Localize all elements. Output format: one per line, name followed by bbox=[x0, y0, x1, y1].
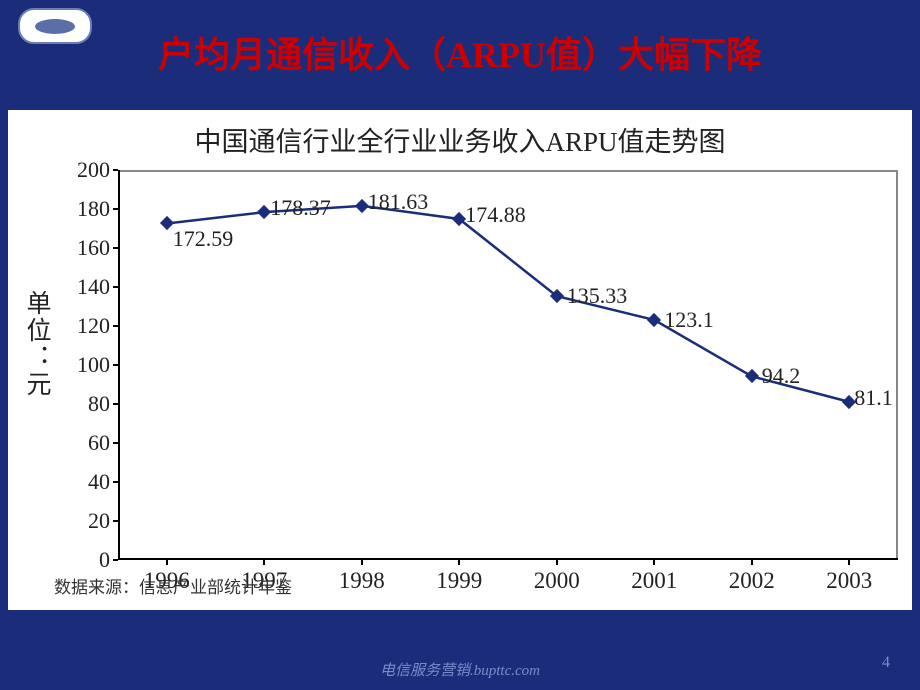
x-tick-label: 2000 bbox=[534, 560, 580, 594]
chart-container: 中国通信行业全行业业务收入ARPU值走势图 单位：元 0204060801001… bbox=[8, 110, 912, 610]
y-axis-label: 单位：元 bbox=[18, 290, 54, 398]
data-label: 174.88 bbox=[465, 202, 526, 228]
data-label: 81.1 bbox=[854, 385, 893, 411]
y-tick-mark bbox=[113, 247, 118, 249]
plot-area: 0204060801001201401601802001996199719981… bbox=[118, 170, 898, 560]
x-tick-label: 2003 bbox=[826, 560, 872, 594]
y-tick-label: 40 bbox=[66, 469, 118, 495]
x-tick-mark bbox=[458, 560, 460, 565]
chart-title: 中国通信行业全行业业务收入ARPU值走势图 bbox=[8, 110, 912, 159]
y-tick-mark bbox=[113, 442, 118, 444]
x-tick-label: 2001 bbox=[631, 560, 677, 594]
x-tick-mark bbox=[361, 560, 363, 565]
x-tick-mark bbox=[751, 560, 753, 565]
slide-title: 户均月通信收入（ARPU值）大幅下降 bbox=[0, 26, 920, 78]
y-tick-mark bbox=[113, 325, 118, 327]
data-label: 123.1 bbox=[664, 307, 714, 333]
y-tick-label: 180 bbox=[66, 196, 118, 222]
x-tick-mark bbox=[653, 560, 655, 565]
y-tick-mark bbox=[113, 364, 118, 366]
x-tick-label: 1999 bbox=[436, 560, 482, 594]
data-label: 135.33 bbox=[567, 283, 628, 309]
x-tick-label: 2002 bbox=[729, 560, 775, 594]
y-tick-mark bbox=[113, 403, 118, 405]
data-label: 181.63 bbox=[368, 189, 429, 215]
x-tick-mark bbox=[848, 560, 850, 565]
y-tick-label: 0 bbox=[66, 547, 118, 573]
y-tick-mark bbox=[113, 481, 118, 483]
y-tick-label: 100 bbox=[66, 352, 118, 378]
y-tick-mark bbox=[113, 286, 118, 288]
y-tick-mark bbox=[113, 520, 118, 522]
y-tick-label: 80 bbox=[66, 391, 118, 417]
data-label: 172.59 bbox=[173, 226, 234, 252]
y-tick-mark bbox=[113, 169, 118, 171]
x-tick-mark bbox=[556, 560, 558, 565]
data-label: 178.37 bbox=[270, 195, 331, 221]
y-tick-label: 140 bbox=[66, 274, 118, 300]
slide: 户均月通信收入（ARPU值）大幅下降 中国通信行业全行业业务收入ARPU值走势图… bbox=[0, 0, 920, 690]
data-source-note: 数据来源：信息产业部统计年鉴 bbox=[54, 573, 292, 598]
y-tick-label: 60 bbox=[66, 430, 118, 456]
y-tick-label: 200 bbox=[66, 157, 118, 183]
footer-text: 电信服务营销.bupttc.com bbox=[0, 659, 920, 680]
y-tick-mark bbox=[113, 208, 118, 210]
data-label: 94.2 bbox=[762, 363, 801, 389]
x-tick-mark bbox=[166, 560, 168, 565]
x-tick-label: 1998 bbox=[339, 560, 385, 594]
y-tick-label: 20 bbox=[66, 508, 118, 534]
y-tick-label: 160 bbox=[66, 235, 118, 261]
x-tick-mark bbox=[263, 560, 265, 565]
page-number: 4 bbox=[882, 654, 890, 672]
y-tick-mark bbox=[113, 559, 118, 561]
y-tick-label: 120 bbox=[66, 313, 118, 339]
